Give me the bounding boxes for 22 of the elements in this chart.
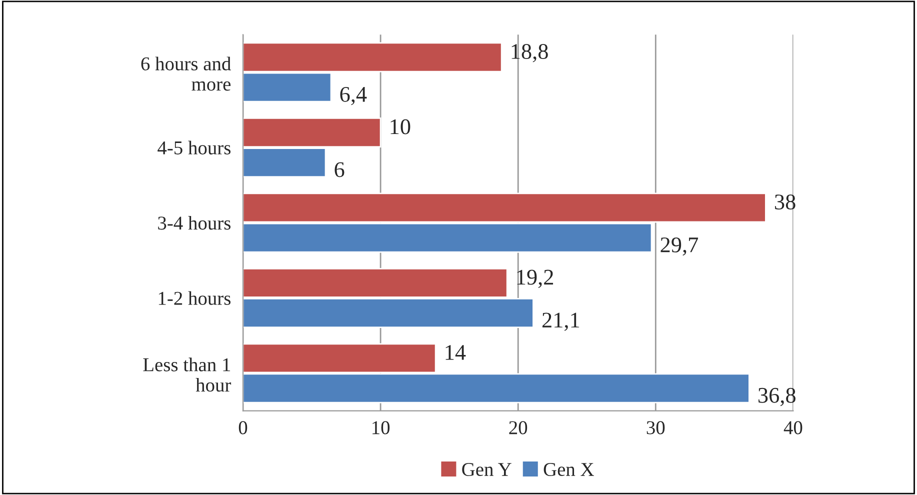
x-tick-label: 40 <box>784 421 802 434</box>
data-label: 10 <box>390 119 410 134</box>
x-tick-label: 20 <box>509 421 528 434</box>
y-tick-label: 3-4 hours <box>158 216 230 230</box>
data-label: 6 <box>334 162 344 178</box>
data-label: 21,1 <box>542 312 580 331</box>
data-label: 19,2 <box>517 270 554 288</box>
data-label: 36,8 <box>758 388 796 406</box>
x-tick-label: 10 <box>372 421 390 434</box>
data-label: 38 <box>775 194 796 210</box>
x-tick-label: 30 <box>646 421 665 434</box>
data-label: 18,8 <box>512 44 548 62</box>
y-tick-label: 4-5 hours <box>158 140 230 154</box>
y-tick-label: 6 hours and more <box>141 56 231 91</box>
data-label: 29,7 <box>660 237 698 256</box>
data-label: 14 <box>446 345 466 360</box>
data-label: 6,4 <box>340 86 367 106</box>
x-tick-label: 0 <box>238 421 248 434</box>
y-tick-label: 1-2 hours <box>158 291 230 305</box>
y-tick-label: Less than 1 hour <box>143 358 232 392</box>
legend-label: Gen Y <box>462 462 512 476</box>
legend-label: Gen X <box>544 462 594 476</box>
